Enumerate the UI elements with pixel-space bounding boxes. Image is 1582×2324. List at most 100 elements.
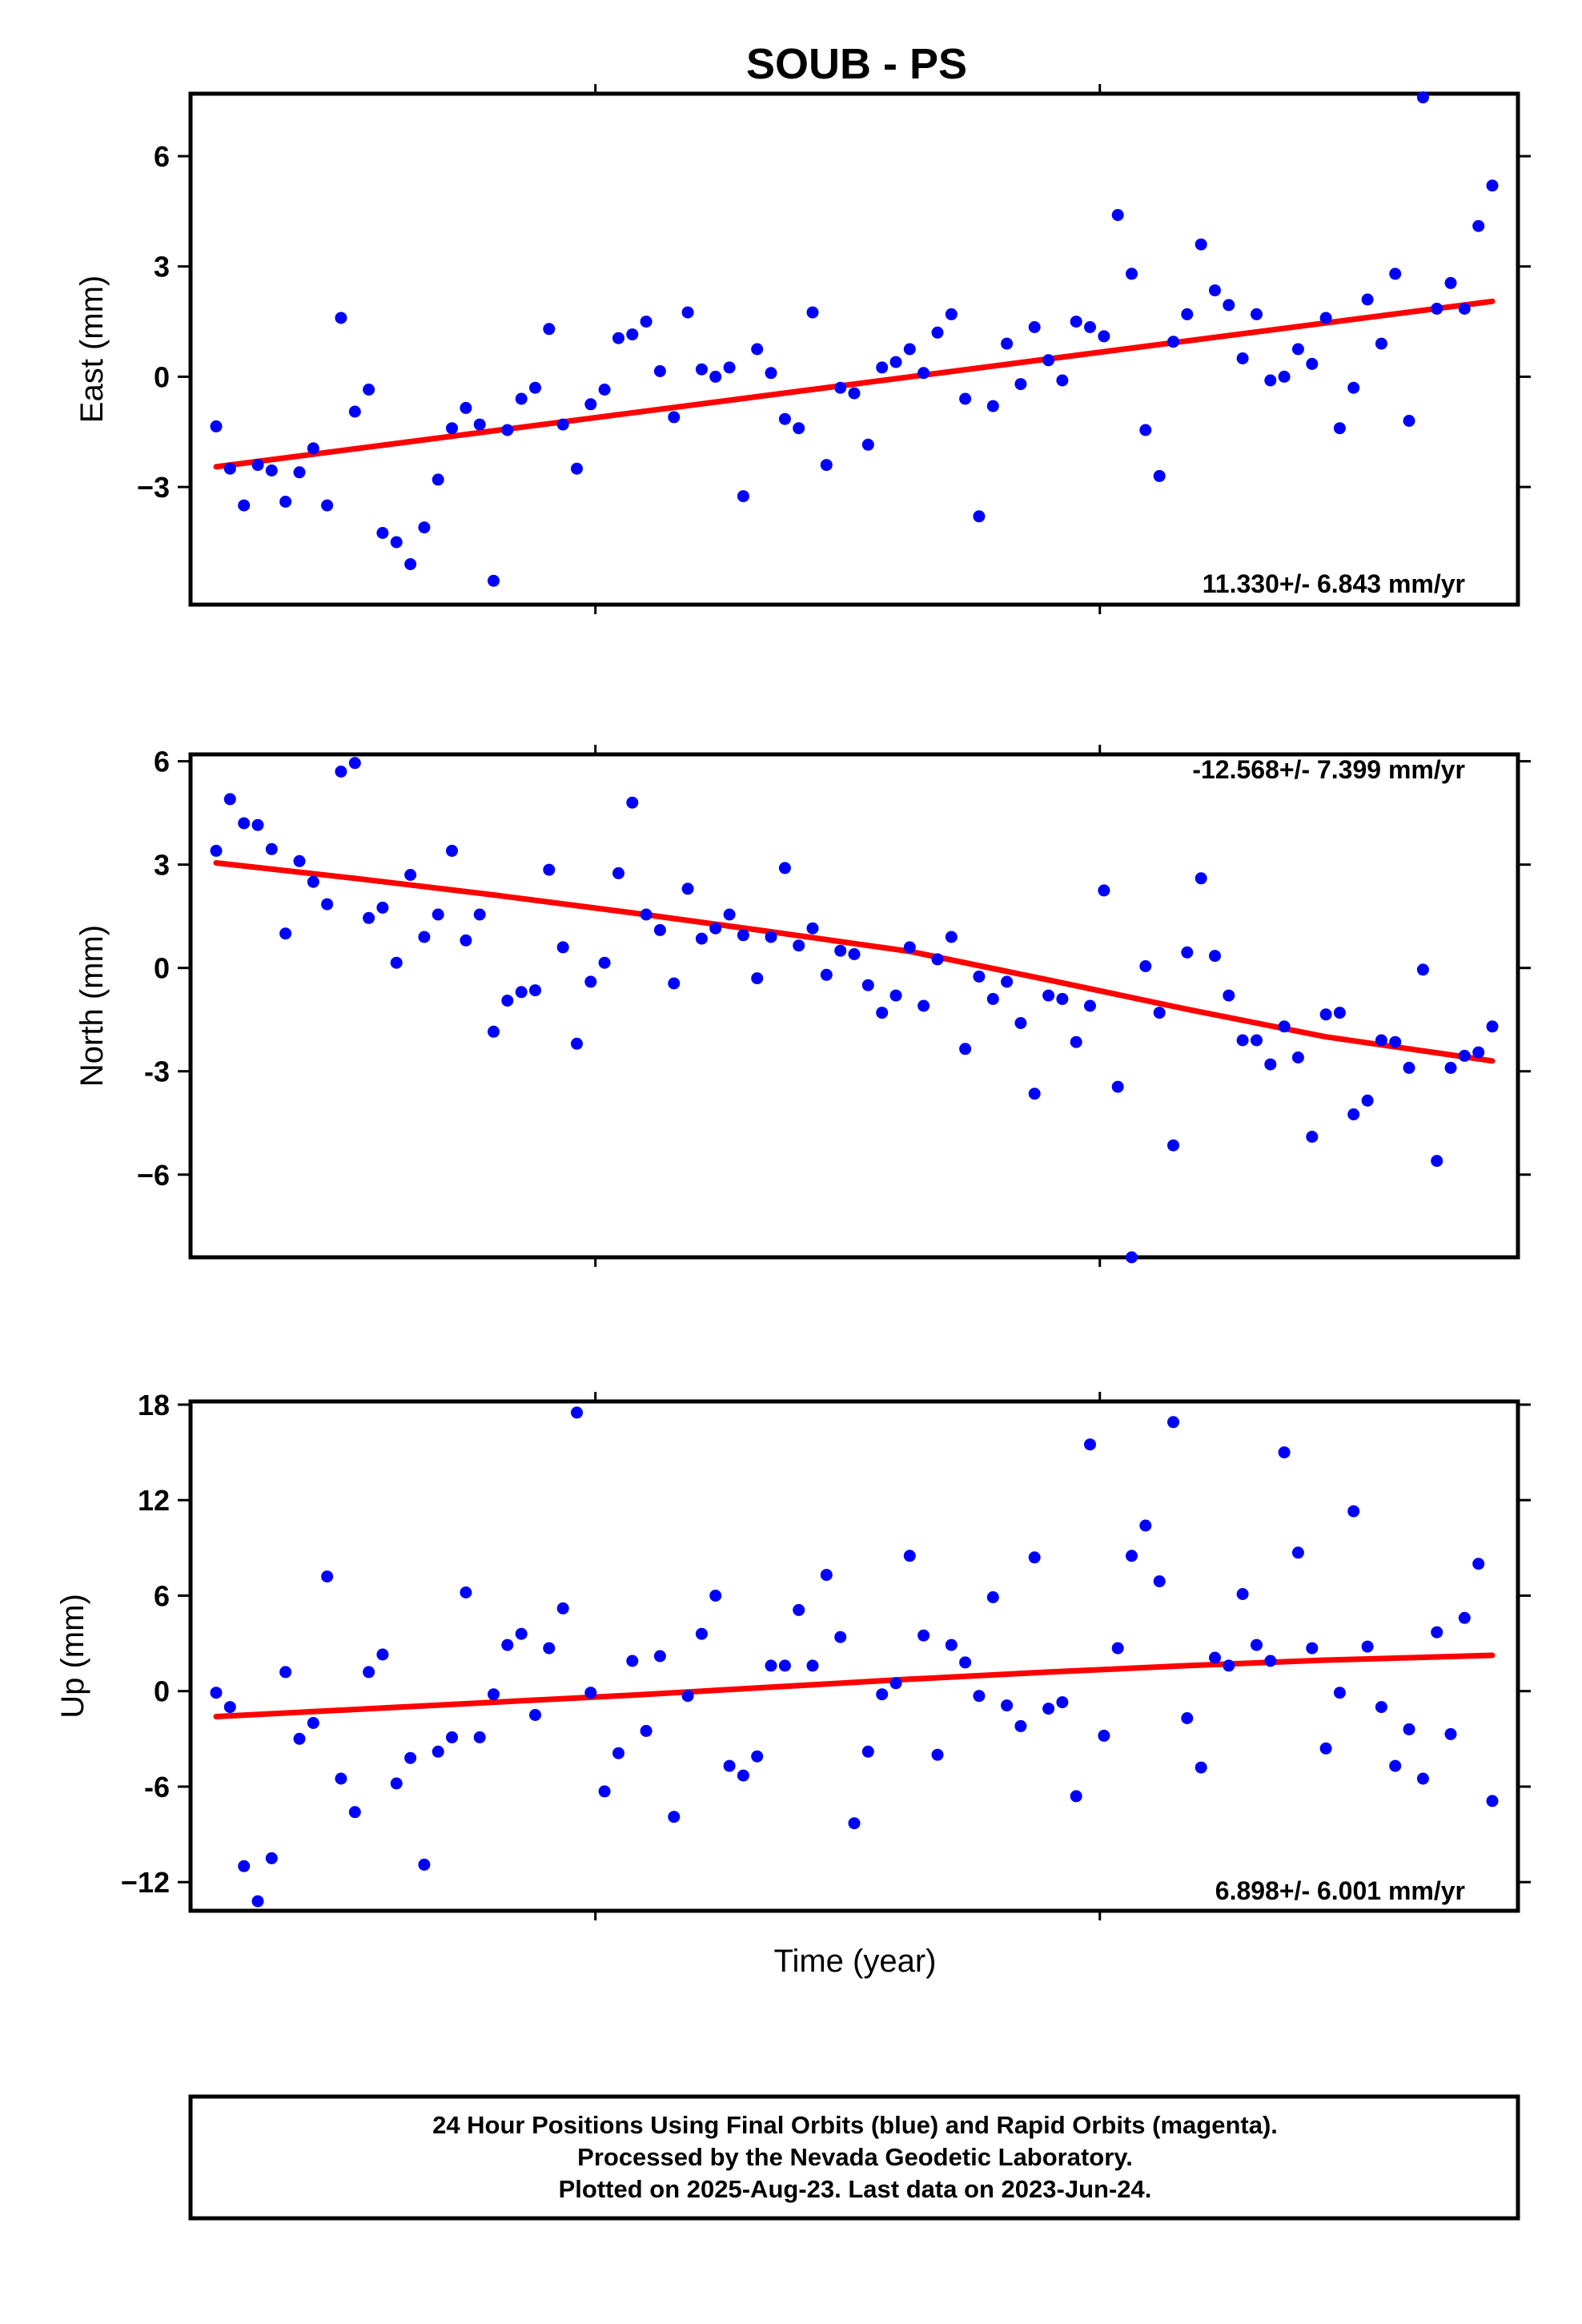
north-data-point [1458,1049,1471,1062]
east-data-point [1153,469,1166,482]
up-data-point [1458,1611,1471,1624]
east-points-layer [210,91,1499,587]
up-data-point [626,1655,639,1667]
east-data-point [1389,267,1402,280]
east-data-point [1403,415,1415,427]
north-data-point [1139,960,1152,972]
east-data-point [1126,267,1138,280]
up-data-point [931,1748,944,1761]
north-ytick-label: -3 [144,1055,170,1088]
north-data-point [834,944,847,957]
up-data-point [1375,1701,1387,1714]
east-data-point [626,328,639,341]
north-data-point [681,883,694,895]
north-data-point [737,929,749,942]
up-data-point [889,1677,902,1690]
east-data-point [834,381,847,394]
north-data-point [279,927,292,940]
up-data-point [279,1666,292,1679]
north-data-point [460,934,472,947]
up-data-point [446,1731,458,1743]
east-data-point [668,411,681,424]
north-data-point [765,931,777,943]
east-data-point [1264,374,1277,387]
east-ticks: 6 3 0 −3 [137,84,1531,614]
north-ylabel: North (mm) [74,925,110,1087]
east-data-point [1139,424,1152,436]
up-data-point [307,1717,319,1729]
up-ytick-label: 0 [154,1675,170,1708]
north-trend-line [213,860,1496,1064]
up-data-point [778,1659,791,1672]
east-data-point [515,392,528,405]
east-data-point [404,558,417,570]
north-data-point [335,766,347,778]
east-data-point [959,392,972,405]
up-data-point [321,1570,334,1583]
east-ytick-label: −3 [137,471,170,504]
up-data-point [1361,1640,1374,1653]
up-data-point [1251,1638,1263,1651]
up-data-point [1472,1558,1485,1570]
east-data-point [723,361,736,374]
up-data-point [501,1638,514,1651]
up-data-point [793,1603,805,1616]
east-data-point [335,312,347,324]
east-data-point [765,367,777,380]
north-data-point [293,854,306,867]
north-data-point [251,818,264,831]
north-panel: 6 3 0 -3 −6 North (mm) -12.568+/- 7.399 mm/y… [74,745,1531,1267]
up-data-point [1403,1723,1415,1735]
east-data-point [931,326,944,339]
east-data-point [473,418,486,431]
east-data-point [584,398,597,411]
up-data-point [390,1777,403,1790]
up-data-point [1236,1588,1249,1600]
north-data-point [1042,989,1055,1002]
east-data-point [793,422,805,435]
up-data-point [1139,1519,1152,1532]
north-data-point [1084,999,1096,1012]
footer-line-dates: Plotted on 2025-Aug-23. Last data on 202… [559,2175,1152,2203]
north-data-point [820,968,833,981]
north-data-point [917,999,930,1012]
north-data-point [986,992,999,1005]
up-ytick-label: 12 [138,1484,170,1517]
north-data-point [945,931,958,943]
north-ytick-label: 3 [154,849,170,882]
up-trend-layer [213,1652,1496,1719]
east-data-point [1251,308,1263,320]
east-data-point [223,462,236,475]
east-data-point [307,442,319,455]
east-data-point [293,466,306,479]
east-data-point [778,412,791,425]
east-data-point [1486,179,1499,192]
north-data-point [1056,992,1069,1005]
footer-frame [188,2094,1520,2221]
east-ytick-label: 0 [154,360,170,393]
north-data-point [861,979,874,991]
up-data-point [335,1772,347,1785]
north-data-point [515,986,528,999]
up-ylabel: Up (mm) [55,1594,90,1719]
east-data-point [1375,337,1387,350]
north-data-point [571,1037,583,1050]
east-ytick-label: 3 [154,251,170,283]
north-data-point [1251,1034,1263,1047]
east-data-point [1347,381,1360,394]
east-data-point [1333,422,1346,435]
east-data-point [1444,276,1457,289]
up-data-point [1153,1575,1166,1588]
east-data-point [1236,352,1249,364]
north-data-point [1153,1007,1166,1019]
north-data-point [1098,884,1110,897]
up-data-point [653,1650,666,1663]
east-data-point [251,459,264,472]
north-data-point [376,901,389,914]
north-data-point [1278,1020,1291,1033]
east-data-point [376,527,389,539]
north-data-point [543,863,556,876]
up-data-point [848,1817,861,1830]
north-data-point [903,941,916,954]
north-data-point [363,911,375,924]
